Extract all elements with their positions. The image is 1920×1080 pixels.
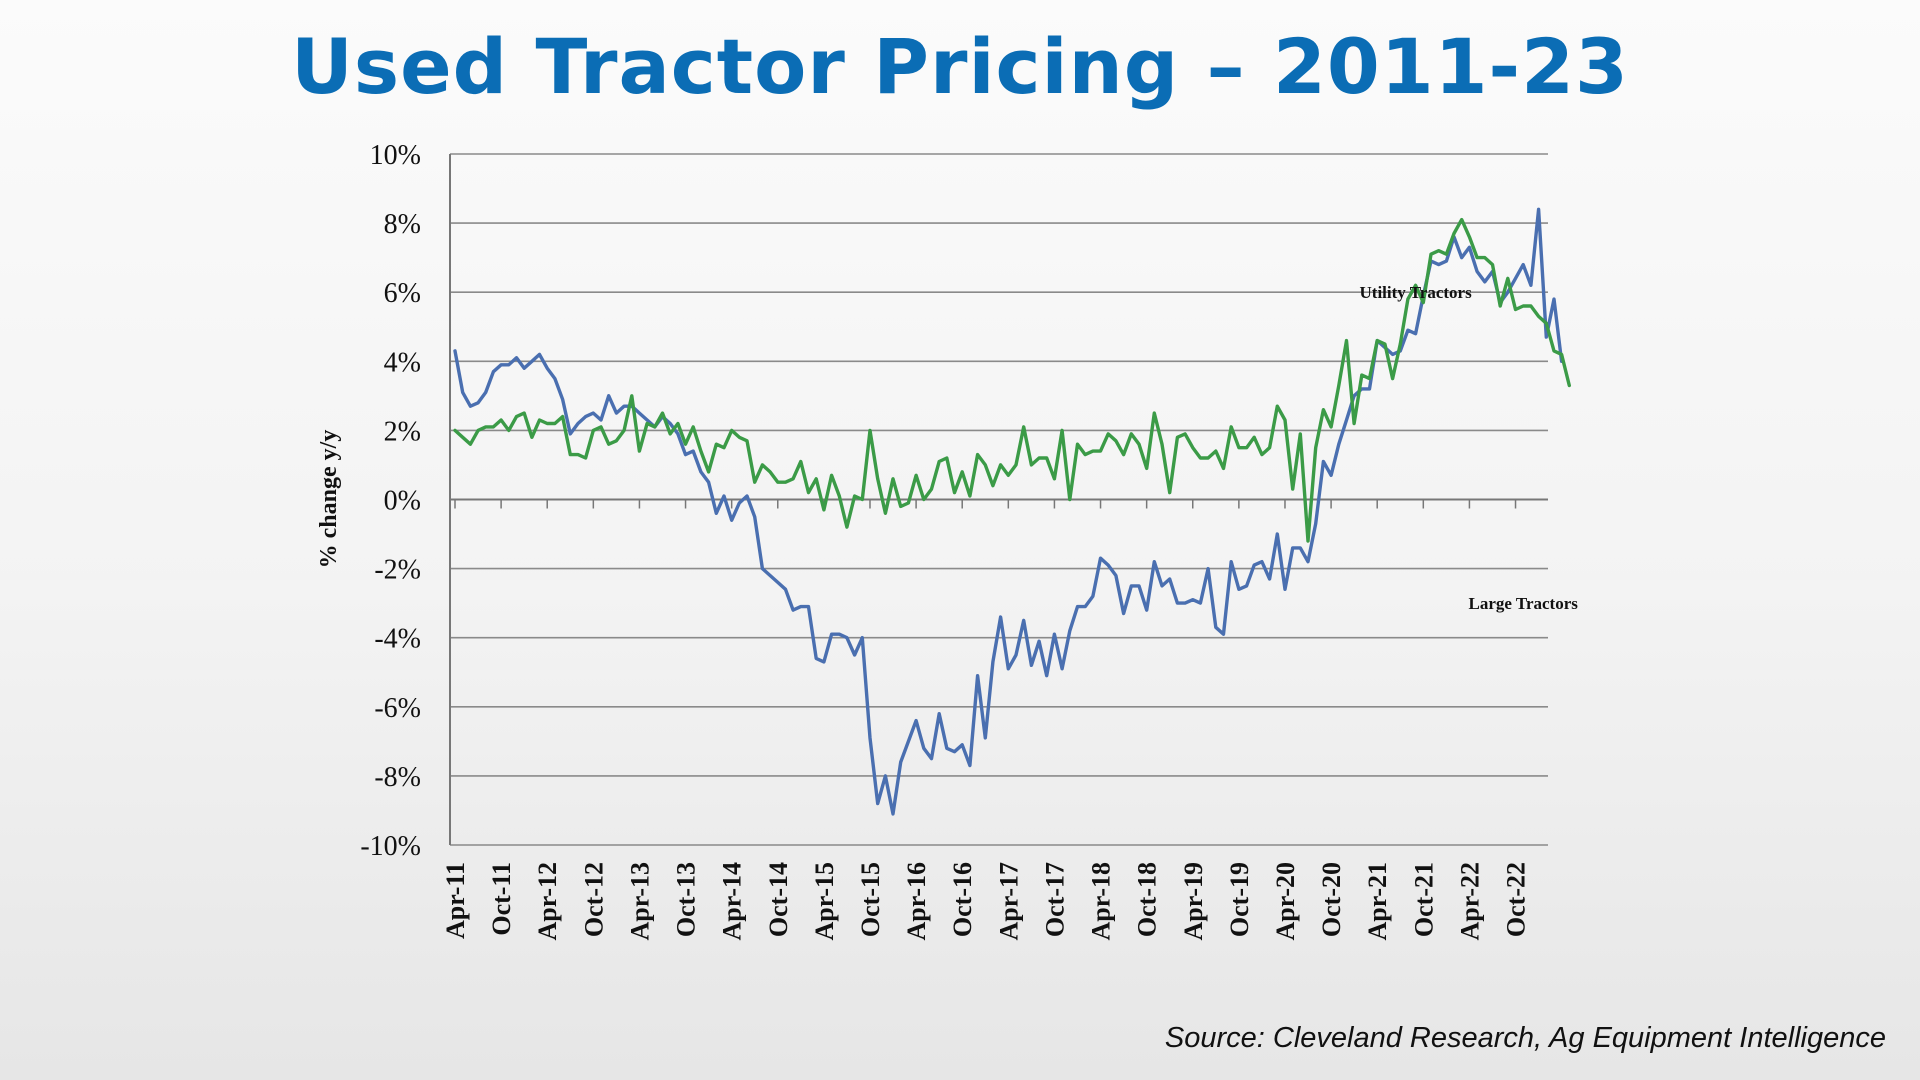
- y-tick-label: 8%: [384, 209, 421, 240]
- x-tick-label: Oct-18: [1133, 862, 1162, 937]
- gridlines: [450, 153, 1548, 846]
- x-tick-label: Oct-15: [856, 862, 885, 937]
- x-tick-label: Apr-15: [810, 862, 839, 940]
- y-tick-label: -8%: [374, 762, 421, 793]
- y-tick-label: 4%: [384, 347, 421, 378]
- x-tick-label: Apr-14: [718, 862, 747, 940]
- x-tick-label: Oct-14: [764, 862, 793, 937]
- x-tick-label: Oct-12: [579, 862, 608, 937]
- x-tick-label: Apr-20: [1271, 862, 1300, 940]
- source-note: Source: Cleveland Research, Ag Equipment…: [1164, 1022, 1886, 1054]
- x-tick-label: Oct-22: [1502, 862, 1531, 937]
- annotation-utility-tractors: Utility Tractors: [1360, 283, 1473, 302]
- slide-title: Used Tractor Pricing – 2011-23: [291, 22, 1629, 111]
- x-tick-label: Oct-17: [1040, 862, 1069, 937]
- x-tick-label: Apr-11: [441, 862, 470, 939]
- series-lines: [453, 207, 1572, 816]
- x-tick-label: Oct-13: [672, 862, 701, 937]
- y-axis-title: % change y/y: [316, 430, 342, 569]
- chart-labels: 10% 8% 6% 4% 2% 0% -2% -4% -6% -8% -10% Apr-11 Oct-1…: [316, 140, 1578, 940]
- x-tick-label: Apr-18: [1087, 862, 1116, 940]
- series-line-utility-tractors: [453, 217, 1572, 543]
- y-tick-label: -2%: [374, 555, 421, 586]
- annotation-large-tractors: Large Tractors: [1469, 594, 1579, 613]
- x-tick-label: Apr-13: [625, 862, 654, 940]
- y-tick-label: 6%: [384, 278, 421, 309]
- y-tick-label: 0%: [384, 486, 421, 517]
- x-tick-label: Apr-12: [533, 862, 562, 940]
- axes: [449, 154, 1548, 845]
- x-tick-label: Oct-19: [1225, 862, 1254, 937]
- x-tick-label: Oct-21: [1409, 862, 1438, 937]
- x-tick-label: Oct-16: [948, 862, 977, 937]
- x-tick-label: Oct-20: [1317, 862, 1346, 937]
- y-tick-label: -6%: [374, 693, 421, 724]
- y-tick-label: 2%: [384, 416, 421, 447]
- x-tick-label: Apr-16: [902, 862, 931, 940]
- y-tick-label: -10%: [360, 831, 421, 862]
- x-tick-label: Apr-17: [994, 862, 1023, 940]
- x-tick-label: Apr-19: [1179, 862, 1208, 940]
- x-tick-label: Apr-22: [1455, 862, 1484, 940]
- x-tick-label: Apr-21: [1363, 862, 1392, 940]
- x-tick-label: Oct-11: [487, 862, 516, 936]
- y-tick-label: 10%: [370, 140, 421, 171]
- y-tick-label: -4%: [374, 624, 421, 655]
